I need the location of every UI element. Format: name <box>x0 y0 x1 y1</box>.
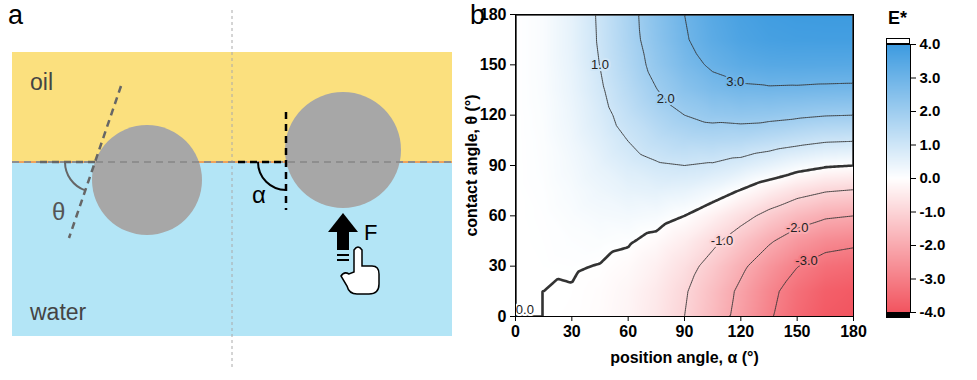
svg-text:-3.0: -3.0 <box>795 253 817 268</box>
svg-text:0.0: 0.0 <box>516 302 534 317</box>
svg-text:150: 150 <box>480 56 507 73</box>
svg-text:1.0: 1.0 <box>920 136 941 153</box>
svg-text:3.0: 3.0 <box>920 69 941 86</box>
svg-text:2.0: 2.0 <box>657 91 675 106</box>
svg-text:-3.0: -3.0 <box>920 270 946 287</box>
svg-text:position angle, α (°): position angle, α (°) <box>610 349 759 366</box>
svg-text:180: 180 <box>480 6 507 23</box>
svg-text:-1.0: -1.0 <box>711 233 733 248</box>
html-text:E*: E* <box>888 8 907 28</box>
svg-text:θ: θ <box>52 198 65 225</box>
svg-text:60: 60 <box>489 207 507 224</box>
svg-text:contact angle, θ (°): contact angle, θ (°) <box>463 94 480 236</box>
html-text:b: b <box>470 0 485 30</box>
svg-text:3.0: 3.0 <box>726 74 744 89</box>
svg-text:60: 60 <box>619 323 637 340</box>
svg-text:-2.0: -2.0 <box>920 236 946 253</box>
svg-text:2.0: 2.0 <box>920 102 941 119</box>
svg-text:120: 120 <box>727 323 754 340</box>
svg-text:120: 120 <box>480 106 507 123</box>
svg-text:water: water <box>29 299 87 325</box>
svg-text:30: 30 <box>563 323 581 340</box>
html-text:a: a <box>8 0 23 30</box>
svg-text:30: 30 <box>489 257 507 274</box>
svg-text:-4.0: -4.0 <box>920 303 946 320</box>
svg-text:0.0: 0.0 <box>920 169 941 186</box>
svg-text:4.0: 4.0 <box>920 35 941 52</box>
svg-text:90: 90 <box>489 157 507 174</box>
svg-text:180: 180 <box>840 323 867 340</box>
svg-text:-2.0: -2.0 <box>786 220 808 235</box>
svg-text:1.0: 1.0 <box>591 57 609 72</box>
svg-text:-1.0: -1.0 <box>920 203 946 220</box>
svg-text:α: α <box>252 181 266 208</box>
svg-text:0: 0 <box>511 323 520 340</box>
svg-text:0: 0 <box>498 308 507 325</box>
svg-text:oil: oil <box>30 69 53 95</box>
svg-text:90: 90 <box>676 323 694 340</box>
svg-text:150: 150 <box>784 323 811 340</box>
svg-text:F: F <box>364 220 377 245</box>
